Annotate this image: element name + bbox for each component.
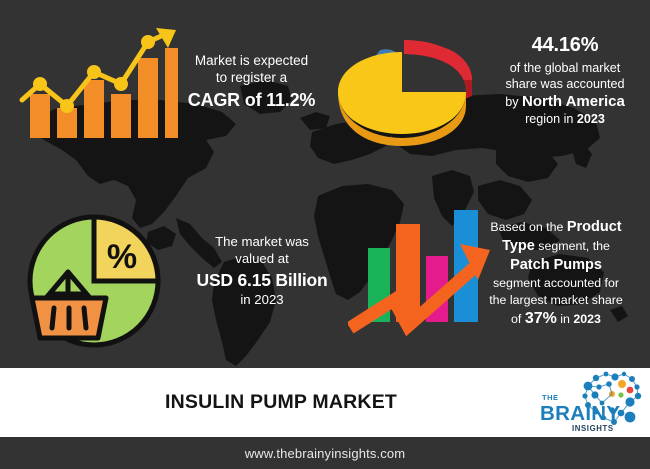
stat-value-line2: valued at (235, 250, 289, 266)
logo-dot-icon (624, 411, 636, 423)
stat-pt-year: 2023 (573, 312, 601, 327)
pie-basket-svg: % (27, 214, 161, 348)
brainy-insights-logo-svg: THE BRAINY INSIGHTS (540, 371, 642, 433)
stat-market-value-text: The market was valued at USD 6.15 Billio… (186, 234, 338, 309)
stat-cagr-text: Market is expected to register a CAGR of… (174, 52, 329, 112)
stat-product-type-text: Based on the Product Type segment, the P… (466, 218, 646, 329)
percent-symbol-label: % (107, 238, 137, 276)
trend-line-group (19, 28, 176, 113)
logo-insights-label: INSIGHTS (572, 424, 614, 433)
pie-chart-basket-percent-icon: % (22, 206, 166, 361)
stat-pt-percent: 37% (524, 310, 557, 328)
stat-na-headline: 44.16% (531, 34, 599, 56)
website-url[interactable]: www.thebrainyinsights.com (244, 445, 406, 461)
stat-cagr-highlight: CAGR of 11.2% (187, 89, 316, 110)
page-title: INSULIN PUMP MARKET (164, 391, 398, 413)
stat-na-line1: of the global market (509, 60, 621, 75)
stat-pt-line5: the largest market share (489, 292, 623, 307)
pie-slice-yellow (338, 52, 466, 146)
logo-brainy-label: BRAINY (540, 402, 620, 425)
stat-pt-patch-pumps: Patch Pumps (510, 257, 602, 274)
stat-pt-line6-mid: in (556, 312, 574, 327)
stat-cagr-line1: Market is expected (194, 53, 309, 68)
logo-the-label: THE (542, 393, 559, 402)
stat-value-highlight: USD 6.15 Billion (196, 269, 328, 290)
exploded-3d-pie-chart-icon (326, 18, 478, 155)
stat-na-line2: share was accounted (505, 76, 625, 91)
title-banner: INSULIN PUMP MARKET (0, 368, 650, 437)
bar-line-growth-chart-svg (19, 28, 178, 138)
stat-value-line1: The market was (215, 234, 309, 249)
stat-pt-type: Type (502, 238, 535, 255)
brain-network-icon (582, 371, 642, 425)
stat-na-line4-prefix: region in (525, 112, 577, 126)
stat-pt-line2-suffix: segment, the (534, 239, 610, 254)
bar-line-growth-chart-icon (18, 22, 178, 145)
footer-bar: www.thebrainyinsights.com (0, 437, 650, 469)
exploded-3d-pie-svg (338, 40, 472, 146)
brainy-insights-logo[interactable]: THE BRAINY INSIGHTS (526, 368, 644, 437)
stat-na-region: North America (522, 92, 625, 110)
stat-value-year: in 2023 (240, 292, 284, 308)
bars-arrow-svg (346, 210, 490, 337)
stat-pt-line6-prefix: of (511, 312, 525, 327)
stat-pt-line4: segment accounted for (492, 276, 620, 291)
stat-na-year: 2023 (576, 112, 605, 126)
shopping-basket-icon (29, 269, 109, 341)
stat-north-america-text: 44.16% of the global market share was ac… (482, 33, 648, 127)
colored-bars-growth-arrow-icon (346, 200, 504, 357)
bar-group (30, 48, 178, 138)
stat-pt-product: Product (566, 219, 622, 235)
stat-pt-line1-prefix: Based on the (490, 220, 567, 234)
stat-cagr-line2: to register a (215, 70, 288, 86)
growth-arrow (346, 244, 490, 337)
stat-na-line3-prefix: by (505, 94, 522, 109)
